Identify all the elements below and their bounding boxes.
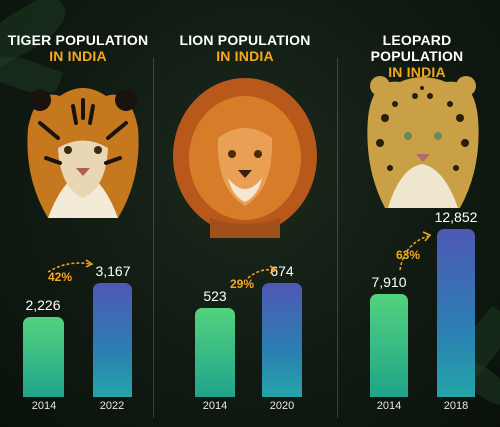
bar-2014 <box>370 293 408 397</box>
growth-arrow-icon <box>47 259 94 273</box>
x-tick-label: 2014 <box>202 400 228 412</box>
x-tick-label: 2022 <box>99 400 125 412</box>
value-label: 3,167 <box>95 262 131 279</box>
lion-illustration <box>173 78 317 238</box>
bar-2014 <box>195 308 235 397</box>
value-label: 12,852 <box>434 209 478 225</box>
chart-subtitle: IN INDIA <box>216 48 274 64</box>
change-percent: 42% <box>48 270 73 284</box>
chart-title-main: LEOPARD POPULATION <box>370 32 464 64</box>
tiger-illustration <box>27 88 139 218</box>
growth-arrow-icon <box>399 231 432 271</box>
change-percent: 63% <box>396 248 421 262</box>
growth-arrow-icon <box>247 265 278 279</box>
chart-title-main: LION POPULATION <box>179 32 311 48</box>
change-percent: 29% <box>230 277 255 291</box>
x-tick-label: 2014 <box>31 400 57 412</box>
bar-2020 <box>262 282 302 397</box>
bar-2014 <box>23 316 64 397</box>
tiger-panel: TIGER POPULATION IN INDIA 2,226 3,167 42… <box>0 0 156 427</box>
chart-title: LION POPULATION IN INDIA <box>160 32 330 64</box>
chart-subtitle: IN INDIA <box>49 48 107 64</box>
panel-divider <box>337 58 338 418</box>
bar-2018 <box>437 229 475 397</box>
value-label: 2,226 <box>25 296 61 313</box>
leopard-panel: LEOPARD POPULATION IN INDIA 7,910 12,852… <box>338 0 500 427</box>
leopard-illustration <box>367 76 479 208</box>
chart-title: LEOPARD POPULATION IN INDIA <box>336 32 498 80</box>
x-tick-label: 2014 <box>376 400 402 412</box>
chart-title: TIGER POPULATION IN INDIA <box>0 32 156 64</box>
panel-divider <box>153 58 154 418</box>
bar-2022 <box>93 282 132 397</box>
value-label: 523 <box>203 288 227 305</box>
value-label: 674 <box>270 262 294 279</box>
value-label: 7,910 <box>371 273 407 290</box>
chart-title-main: TIGER POPULATION <box>7 32 149 48</box>
x-tick-label: 2020 <box>269 400 295 412</box>
lion-panel: LION POPULATION IN INDIA 523 674 29% 201… <box>160 0 330 427</box>
x-tick-label: 2018 <box>443 400 469 412</box>
chart-subtitle: IN INDIA <box>388 64 446 80</box>
